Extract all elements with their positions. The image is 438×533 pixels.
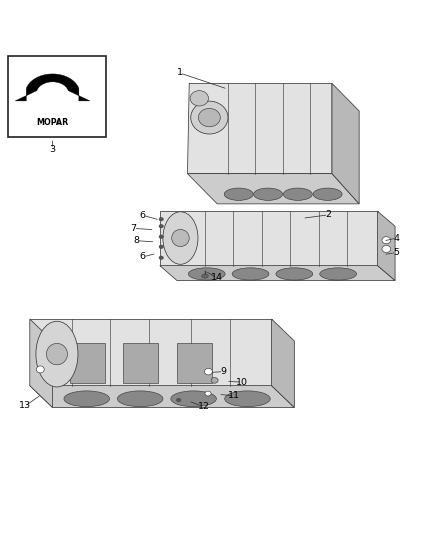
Ellipse shape — [276, 268, 313, 280]
Text: 10: 10 — [236, 378, 248, 386]
Ellipse shape — [159, 245, 163, 248]
Text: 6: 6 — [140, 211, 146, 220]
Ellipse shape — [46, 343, 67, 365]
Polygon shape — [378, 211, 395, 280]
Text: 11: 11 — [228, 391, 240, 400]
Ellipse shape — [313, 188, 342, 200]
Text: MOPAR: MOPAR — [36, 118, 69, 127]
Ellipse shape — [382, 246, 391, 253]
Ellipse shape — [163, 212, 198, 264]
Text: 6: 6 — [140, 252, 146, 261]
Ellipse shape — [36, 321, 78, 387]
Polygon shape — [187, 174, 359, 204]
Polygon shape — [30, 319, 53, 408]
Ellipse shape — [205, 368, 212, 375]
Polygon shape — [187, 84, 332, 174]
Ellipse shape — [172, 230, 189, 247]
Ellipse shape — [201, 274, 208, 278]
Ellipse shape — [64, 391, 110, 407]
Polygon shape — [332, 84, 359, 204]
Text: 1: 1 — [177, 68, 183, 77]
Ellipse shape — [320, 268, 357, 280]
Bar — [177, 343, 212, 383]
Text: 7: 7 — [131, 224, 137, 233]
Ellipse shape — [159, 235, 163, 238]
Text: 9: 9 — [220, 367, 226, 376]
Ellipse shape — [283, 188, 312, 200]
Text: 13: 13 — [19, 401, 32, 410]
Text: 4: 4 — [393, 233, 399, 243]
Polygon shape — [160, 265, 395, 280]
Ellipse shape — [188, 268, 225, 280]
Text: ®: ® — [56, 122, 60, 127]
Bar — [70, 343, 105, 383]
Ellipse shape — [224, 188, 253, 200]
Text: 8: 8 — [134, 236, 140, 245]
Bar — [123, 343, 158, 383]
Ellipse shape — [117, 391, 163, 407]
Polygon shape — [30, 386, 294, 408]
Ellipse shape — [159, 217, 163, 221]
Text: 3: 3 — [49, 144, 56, 154]
Ellipse shape — [190, 91, 208, 106]
Ellipse shape — [198, 108, 220, 127]
Polygon shape — [160, 211, 378, 265]
Text: 5: 5 — [393, 248, 399, 257]
Ellipse shape — [171, 391, 216, 407]
Ellipse shape — [191, 101, 228, 134]
Ellipse shape — [382, 237, 391, 244]
Ellipse shape — [254, 188, 283, 200]
Text: 12: 12 — [198, 402, 210, 411]
Bar — [8, 56, 106, 138]
Polygon shape — [272, 319, 294, 408]
Text: 2: 2 — [325, 211, 332, 219]
Ellipse shape — [232, 268, 269, 280]
Ellipse shape — [225, 391, 270, 407]
Ellipse shape — [159, 256, 163, 260]
Ellipse shape — [177, 398, 181, 402]
Text: 14: 14 — [211, 273, 223, 282]
Polygon shape — [15, 74, 90, 101]
Polygon shape — [30, 319, 272, 386]
Ellipse shape — [211, 377, 218, 383]
Ellipse shape — [159, 224, 163, 228]
Ellipse shape — [36, 366, 44, 373]
Ellipse shape — [205, 391, 211, 396]
